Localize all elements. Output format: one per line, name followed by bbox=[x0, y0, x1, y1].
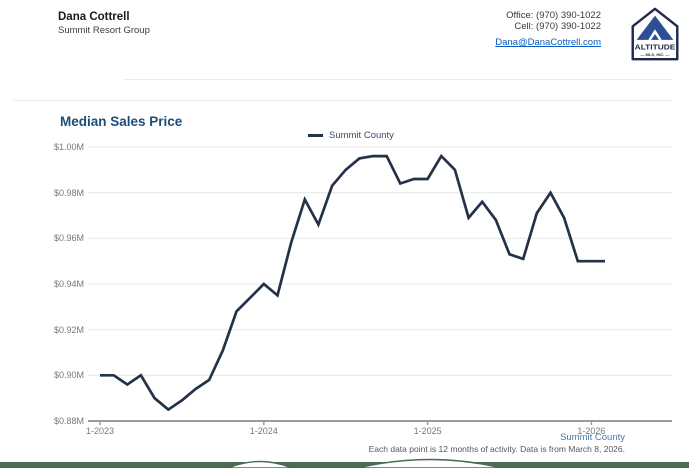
altitude-mls-logo: ALTITUDE — MLS, INC. — bbox=[624, 4, 686, 66]
x-axis-label: 1-2026 bbox=[577, 426, 606, 436]
footer-series-label: Summit County bbox=[560, 432, 625, 443]
y-axis-label: $0.94M bbox=[53, 279, 84, 289]
y-axis-label: $1.00M bbox=[53, 142, 84, 152]
email-link[interactable]: Dana@DanaCottrell.com bbox=[495, 37, 601, 48]
header-divider-upper bbox=[123, 79, 672, 80]
chart-footnote: Each data point is 12 months of activity… bbox=[368, 444, 625, 454]
mountain-ridge-graphic bbox=[0, 458, 689, 468]
chart-title: Median Sales Price bbox=[60, 114, 183, 129]
y-axis-label: $0.96M bbox=[53, 233, 84, 244]
x-axis-label: 1-2023 bbox=[85, 426, 115, 436]
mountain-badge-icon: ALTITUDE — MLS, INC. — bbox=[631, 7, 679, 61]
agent-name: Dana Cottrell bbox=[58, 11, 130, 23]
y-axis-label: $0.90M bbox=[53, 370, 84, 381]
y-axis-label: $0.98M bbox=[53, 187, 84, 198]
legend-label: Summit County bbox=[329, 130, 394, 141]
office-phone: Office: (970) 390-1022 bbox=[506, 10, 601, 21]
header-divider-lower bbox=[13, 100, 672, 101]
series-line-summit-county bbox=[100, 153, 605, 412]
y-axis-label: $0.92M bbox=[53, 324, 84, 335]
agent-block: Dana Cottrell Summit Resort Group bbox=[58, 11, 150, 36]
logo-text-mls: — MLS, INC. — bbox=[640, 52, 670, 57]
chart-legend: Summit County bbox=[308, 130, 394, 141]
logo-text-altitude: ALTITUDE bbox=[635, 43, 676, 52]
y-axis-label: $0.88M bbox=[53, 416, 84, 426]
x-axis-label: 1-2024 bbox=[249, 426, 278, 436]
x-axis-label: 1-2025 bbox=[413, 426, 442, 436]
contact-block: Office: (970) 390-1022 Cell: (970) 390-1… bbox=[495, 10, 601, 50]
agent-company: Summit Resort Group bbox=[58, 25, 150, 36]
legend-line-swatch bbox=[308, 134, 323, 137]
cell-phone: Cell: (970) 390-1022 bbox=[514, 20, 601, 32]
